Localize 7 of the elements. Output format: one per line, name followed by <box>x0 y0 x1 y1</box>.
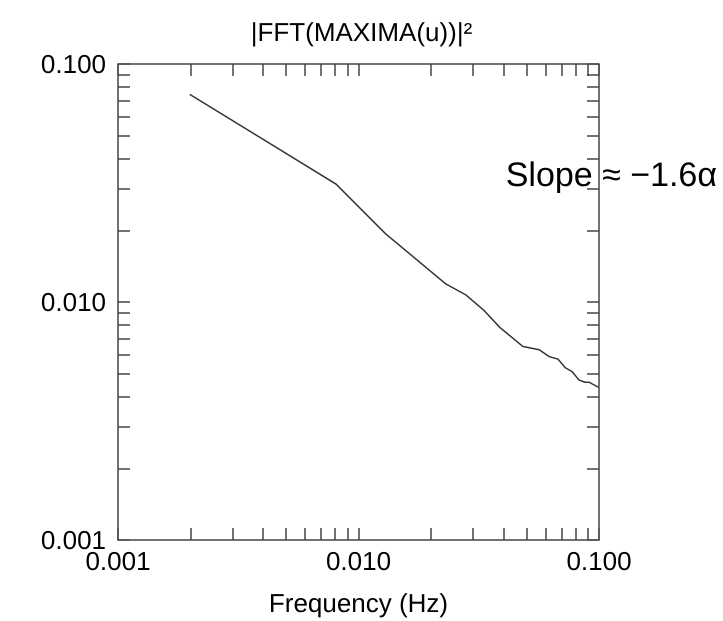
chart-title: |FFT(MAXIMA(u))|² <box>250 17 473 47</box>
x-tick-label: 0.010 <box>326 546 392 576</box>
y-tick-label: 0.100 <box>40 49 106 79</box>
y-tick-label: 0.010 <box>40 287 106 317</box>
x-axis-title: Frequency (Hz) <box>268 588 448 618</box>
x-tick-label: 0.100 <box>566 546 632 576</box>
annotation: Slope ≈ −1.6α <box>506 156 718 194</box>
